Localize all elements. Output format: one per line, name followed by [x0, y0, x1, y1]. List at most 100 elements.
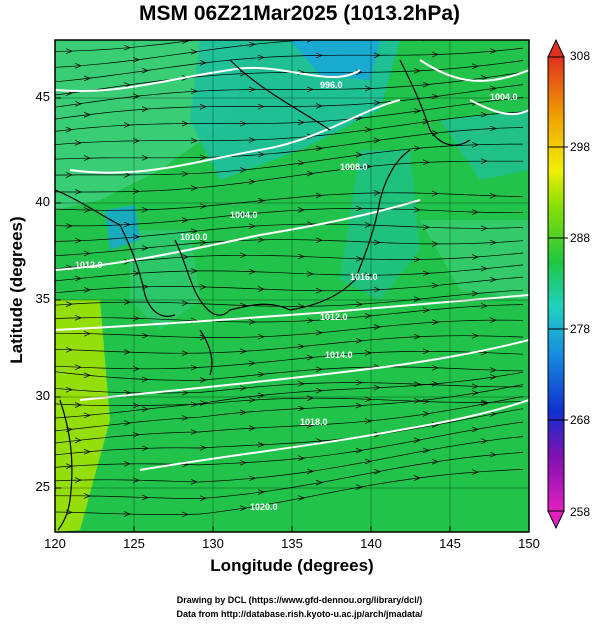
- wind-arrow: [373, 286, 381, 293]
- wind-arrow: [190, 401, 198, 408]
- wind-arrow: [257, 489, 265, 495]
- wind-arrow: [480, 400, 488, 407]
- wind-arrow: [306, 317, 314, 324]
- wind-arrow: [306, 40, 314, 43]
- wind-arrow: [190, 185, 198, 191]
- wind-arrow: [239, 252, 247, 259]
- wind-arrow: [141, 206, 149, 213]
- wind-arrow: [257, 54, 265, 61]
- wind-arrow: [141, 154, 149, 161]
- wind-arrow: [297, 405, 305, 412]
- wind-arrow: [257, 237, 265, 243]
- wind-arrow: [306, 271, 314, 277]
- wind-arrow: [297, 207, 305, 213]
- streamline: [55, 396, 524, 444]
- wind-arrow: [257, 286, 265, 292]
- colorbar-tick-label: 278: [570, 322, 591, 336]
- wind-arrow: [123, 461, 131, 467]
- wind-arrow: [306, 86, 314, 93]
- streamline: [55, 408, 524, 456]
- wind-arrow: [431, 319, 439, 325]
- wind-arrow: [489, 451, 497, 458]
- wind-arrow: [132, 402, 140, 409]
- wind-arrow: [239, 505, 247, 512]
- wind-arrow: [141, 67, 149, 74]
- streamline: [55, 192, 524, 211]
- wind-arrow: [65, 172, 73, 178]
- wind-arrow: [471, 332, 479, 339]
- wind-arrow: [141, 332, 149, 339]
- wind-arrow: [199, 284, 207, 290]
- wind-arrow: [248, 360, 256, 367]
- wind-arrow: [248, 319, 256, 325]
- wind-arrow: [190, 228, 198, 234]
- wind-arrow: [373, 190, 381, 196]
- contour-label: 1008.0: [340, 162, 368, 172]
- wind-arrow: [83, 448, 91, 455]
- x-tick-label: 140: [360, 536, 382, 551]
- wind-arrow: [413, 207, 421, 213]
- wind-arrow: [298, 24, 304, 29]
- wind-arrow: [315, 192, 323, 199]
- contour-label: 996.0: [320, 80, 343, 90]
- wind-arrow: [74, 477, 82, 483]
- wind-arrow: [297, 380, 305, 387]
- wind-arrow: [373, 468, 381, 475]
- wind-arrow: [413, 381, 421, 387]
- wind-arrow: [413, 145, 421, 152]
- streamline: [55, 223, 524, 242]
- streamline: [55, 84, 524, 120]
- streamline: [55, 436, 524, 483]
- wind-arrow: [315, 145, 323, 152]
- wind-arrow: [83, 412, 91, 419]
- x-tick-label: 120: [44, 536, 66, 551]
- credit-data-source: Data from http://database.rish.kyoto-u.a…: [176, 609, 423, 619]
- wind-arrow: [472, 19, 478, 24]
- wind-arrow: [315, 52, 323, 59]
- wind-arrow: [181, 254, 189, 260]
- wind-arrow: [199, 103, 207, 110]
- wind-arrow: [181, 40, 189, 44]
- wind-arrow: [199, 377, 207, 383]
- wind-arrow: [83, 372, 91, 379]
- wind-arrow: [315, 103, 323, 109]
- wind-arrow: [132, 315, 140, 322]
- wind-arrow: [471, 390, 479, 396]
- pressure-contours: [55, 59, 529, 471]
- wind-arrow: [74, 315, 82, 321]
- wind-arrow: [181, 217, 189, 223]
- wind-arrow: [355, 484, 363, 490]
- wind-arrow: [413, 68, 421, 74]
- wind-arrow: [239, 348, 247, 355]
- streamline: [55, 143, 523, 176]
- wind-arrow: [422, 159, 430, 166]
- streamline: [55, 264, 524, 282]
- wind-arrow: [297, 455, 305, 462]
- wind-arrow: [297, 343, 305, 350]
- wind-arrow: [74, 275, 82, 282]
- wind-arrow: [248, 268, 256, 275]
- wind-arrow: [132, 365, 140, 372]
- wind-arrow: [471, 383, 479, 390]
- colorbar-tick-label: 298: [570, 140, 591, 154]
- wind-arrow: [489, 239, 497, 246]
- contour-label: 1010.0: [180, 232, 208, 242]
- wind-arrow: [489, 367, 497, 373]
- wind-arrow: [257, 151, 265, 158]
- wind-arrow: [190, 479, 198, 485]
- colorbar-tick-label: 268: [570, 413, 591, 427]
- contour-label: 1018.0: [300, 417, 328, 427]
- wind-streamlines: [55, 19, 524, 518]
- wind-arrow: [480, 74, 488, 81]
- y-axis-label: Latitude (degrees): [7, 216, 26, 364]
- x-tick-label: 135: [281, 536, 303, 551]
- streamline: [55, 319, 524, 338]
- streamline: [55, 382, 524, 394]
- x-tick-label: 150: [518, 536, 540, 551]
- wind-arrow: [480, 303, 488, 309]
- colorbar-tick-label: 308: [570, 49, 591, 63]
- colorbar-max-arrow: [547, 38, 565, 58]
- wind-arrow: [248, 178, 256, 185]
- wind-arrow: [123, 122, 131, 128]
- wind-arrow: [199, 60, 207, 66]
